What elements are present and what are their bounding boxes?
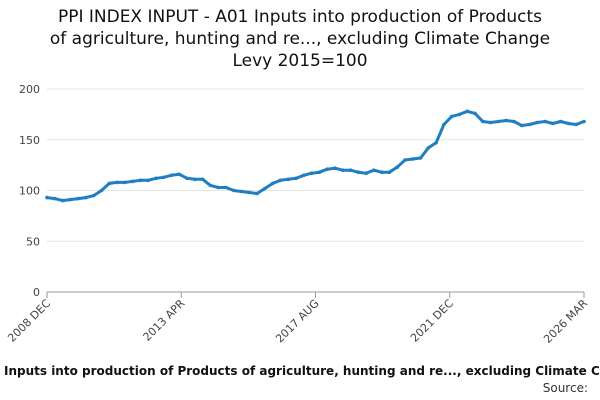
x-tick-label: 2013 APR xyxy=(140,297,187,344)
data-point xyxy=(68,197,73,202)
data-point xyxy=(372,168,376,172)
data-point xyxy=(496,119,501,124)
data-point xyxy=(239,189,244,194)
data-point xyxy=(379,170,384,174)
data-point xyxy=(247,190,252,195)
data-point xyxy=(99,188,104,193)
data-point xyxy=(309,171,314,175)
data-point xyxy=(457,112,462,117)
data-point xyxy=(232,188,236,193)
data-point xyxy=(512,119,516,124)
chart-title: PPI INDEX INPUT - A01 Inputs into produc… xyxy=(0,6,600,72)
data-point xyxy=(465,109,470,114)
data-point xyxy=(169,173,174,178)
data-point xyxy=(216,185,220,190)
data-point xyxy=(364,171,368,175)
data-point xyxy=(302,173,306,178)
data-point xyxy=(574,122,578,127)
data-point xyxy=(519,123,524,128)
data-point xyxy=(161,175,166,180)
data-point xyxy=(403,158,407,162)
data-point xyxy=(558,119,563,124)
data-point xyxy=(154,176,158,181)
data-point xyxy=(504,118,509,123)
data-point xyxy=(551,121,555,126)
data-point xyxy=(224,185,228,190)
y-tick-label: 200 xyxy=(19,83,40,96)
data-point xyxy=(411,157,415,161)
data-point xyxy=(387,170,392,174)
x-tick-label: 2008 DEC xyxy=(5,297,53,345)
data-point xyxy=(91,193,96,198)
y-tick-label: 50 xyxy=(26,235,40,248)
data-point xyxy=(286,177,291,182)
y-tick-label: 0 xyxy=(33,286,40,299)
data-point xyxy=(488,120,493,125)
data-point xyxy=(278,178,283,183)
data-point xyxy=(543,119,547,124)
data-point xyxy=(473,111,477,116)
data-point xyxy=(449,114,454,119)
data-point xyxy=(317,170,322,174)
x-tick-label: 2021 DEC xyxy=(408,297,456,345)
data-point xyxy=(426,146,431,150)
data-point xyxy=(45,195,49,200)
data-point xyxy=(442,122,446,127)
y-tick-label: 150 xyxy=(19,134,40,147)
data-point xyxy=(356,170,361,174)
data-point xyxy=(53,196,57,201)
data-point xyxy=(566,121,571,126)
data-point xyxy=(434,141,438,145)
data-point xyxy=(527,122,532,127)
data-point xyxy=(270,181,275,186)
data-point xyxy=(60,198,65,203)
data-point xyxy=(208,183,213,188)
data-point xyxy=(582,119,586,124)
data-point xyxy=(325,167,330,171)
data-point xyxy=(115,180,119,185)
data-point xyxy=(84,195,88,200)
data-point xyxy=(200,177,205,182)
data-point xyxy=(138,178,143,183)
data-point xyxy=(255,191,259,196)
chart-title-line-3: Levy 2015=100 xyxy=(232,51,368,71)
data-point xyxy=(107,181,112,186)
data-point xyxy=(294,176,298,181)
data-point xyxy=(535,120,540,125)
x-tick-label: 2026 MAR xyxy=(541,297,590,346)
data-point xyxy=(333,166,337,170)
data-point xyxy=(395,165,400,169)
data-point xyxy=(123,180,127,185)
series-line xyxy=(45,109,586,203)
data-point xyxy=(348,168,353,172)
x-tick-label: 2017 AUG xyxy=(273,297,322,346)
data-point xyxy=(177,172,182,177)
data-point xyxy=(418,156,423,160)
y-tick-label: 100 xyxy=(19,185,40,198)
data-point xyxy=(340,168,345,172)
data-point xyxy=(185,176,189,181)
data-point xyxy=(76,196,80,201)
data-point xyxy=(146,178,150,183)
chart-title-line-1: PPI INDEX INPUT - A01 Inputs into produc… xyxy=(57,7,543,27)
data-point xyxy=(263,186,267,191)
source-label: Source: xyxy=(542,381,588,395)
data-point xyxy=(481,119,485,124)
data-point xyxy=(193,177,197,182)
chart-subtitle: Inputs into production of Products of ag… xyxy=(4,364,600,378)
data-point xyxy=(130,179,135,184)
chart-title-line-2: of agriculture, hunting and re..., exclu… xyxy=(49,29,551,49)
